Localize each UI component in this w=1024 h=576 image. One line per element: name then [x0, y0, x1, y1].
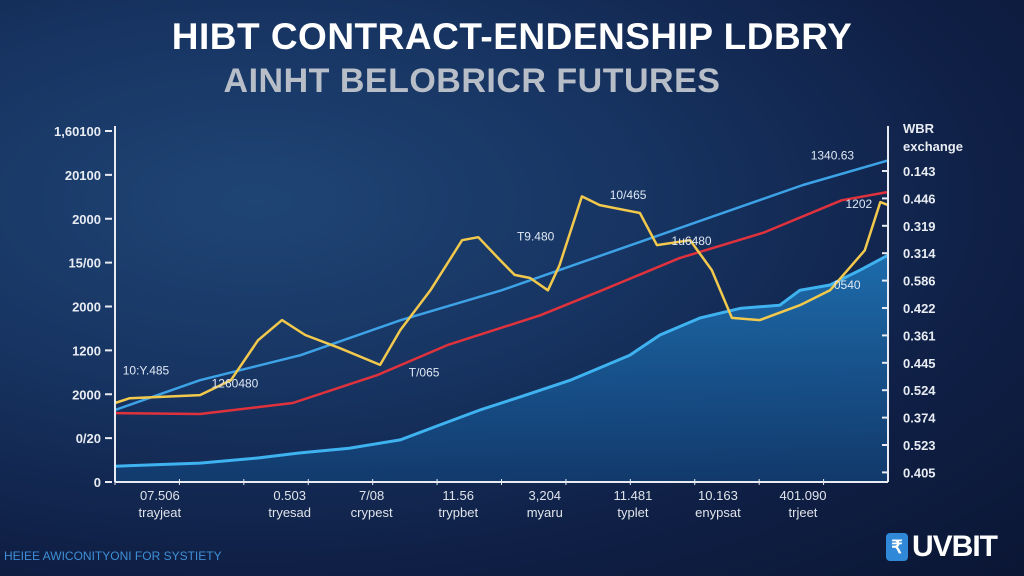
data-label: 1340.63 [811, 149, 855, 163]
y-tick-label: 15/00 [68, 256, 101, 271]
x-tick-label: tryesad [268, 505, 311, 520]
right-tick-label: 0.446 [903, 191, 936, 206]
y-tick-label: 2000 [72, 387, 101, 402]
right-tick-label: 0.523 [903, 438, 936, 453]
series-line-red [114, 190, 889, 416]
data-label: 1202 [845, 197, 872, 211]
right-tick-label: 0.319 [903, 219, 936, 234]
data-label: T/065 [409, 366, 440, 380]
right-tick-label: 0.524 [903, 383, 936, 398]
x-tick-label: trjeet [789, 505, 818, 520]
x-tick-label: myaru [527, 505, 563, 520]
x-tick-value: 401.090 [779, 488, 826, 503]
x-tick-value: 10.163 [698, 488, 738, 503]
right-axis-title: exchange [903, 139, 963, 154]
data-label: T9.480 [517, 230, 555, 244]
chart-subtitle: AINHT BELOBRICR FUTURES [223, 62, 721, 100]
right-tick-label: 0.445 [903, 356, 936, 371]
right-tick-label: 0.374 [903, 411, 936, 426]
x-tick-label: enypsat [695, 505, 741, 520]
data-label: 0540 [834, 278, 861, 292]
right-tick-label: 0.314 [903, 246, 936, 261]
right-tick-label: 0.405 [903, 465, 936, 480]
y-tick-label: 0 [94, 475, 101, 490]
right-tick-label: 0.361 [903, 328, 936, 343]
rupee-badge-icon: ₹ [886, 533, 908, 561]
series-line-blue [114, 159, 889, 412]
chart-title: HIBT CONTRACT-ENDENSHIP LDBRY [171, 16, 853, 57]
x-tick-label: typlet [617, 505, 648, 520]
series-line-yellow [114, 195, 889, 405]
y-tick-label: 2000 [72, 212, 101, 227]
x-tick-label: trayjeat [139, 505, 182, 520]
x-tick-value: 7/08 [359, 488, 384, 503]
data-label: 1u6480 [672, 234, 712, 248]
y-tick-label: 1,60100 [54, 124, 101, 139]
x-tick-label: trypbet [438, 505, 478, 520]
x-tick-value: 11.481 [614, 488, 653, 503]
x-tick-value: 11.56 [442, 488, 474, 503]
logo-text: UVBIT [912, 530, 998, 563]
x-tick-value: 0.503 [273, 488, 306, 503]
x-tick-label: crypest [351, 505, 393, 520]
right-axis-title: WBR [903, 121, 935, 136]
right-tick-label: 0.422 [903, 301, 936, 316]
right-tick-label: 0.586 [903, 274, 936, 289]
x-tick-value: 07.506 [140, 488, 180, 503]
y-tick-label: 2000 [72, 300, 101, 315]
y-tick-label: 0/20 [76, 431, 101, 446]
series-line-area [114, 253, 889, 468]
data-label: 10/465 [610, 188, 647, 202]
area-fill [115, 255, 888, 482]
x-tick-value: 3,204 [529, 488, 562, 503]
right-tick-label: 0.143 [903, 164, 936, 179]
data-label: 10:Y.485 [123, 364, 170, 378]
brand-logo: ₹ UVBIT [886, 530, 998, 564]
data-label: 1260480 [212, 377, 259, 391]
y-tick-label: 1200 [72, 343, 101, 358]
footer-text: HEIEE AWICONITYONI FOR SYSTIETY [4, 549, 222, 563]
y-tick-label: 20100 [65, 168, 101, 183]
